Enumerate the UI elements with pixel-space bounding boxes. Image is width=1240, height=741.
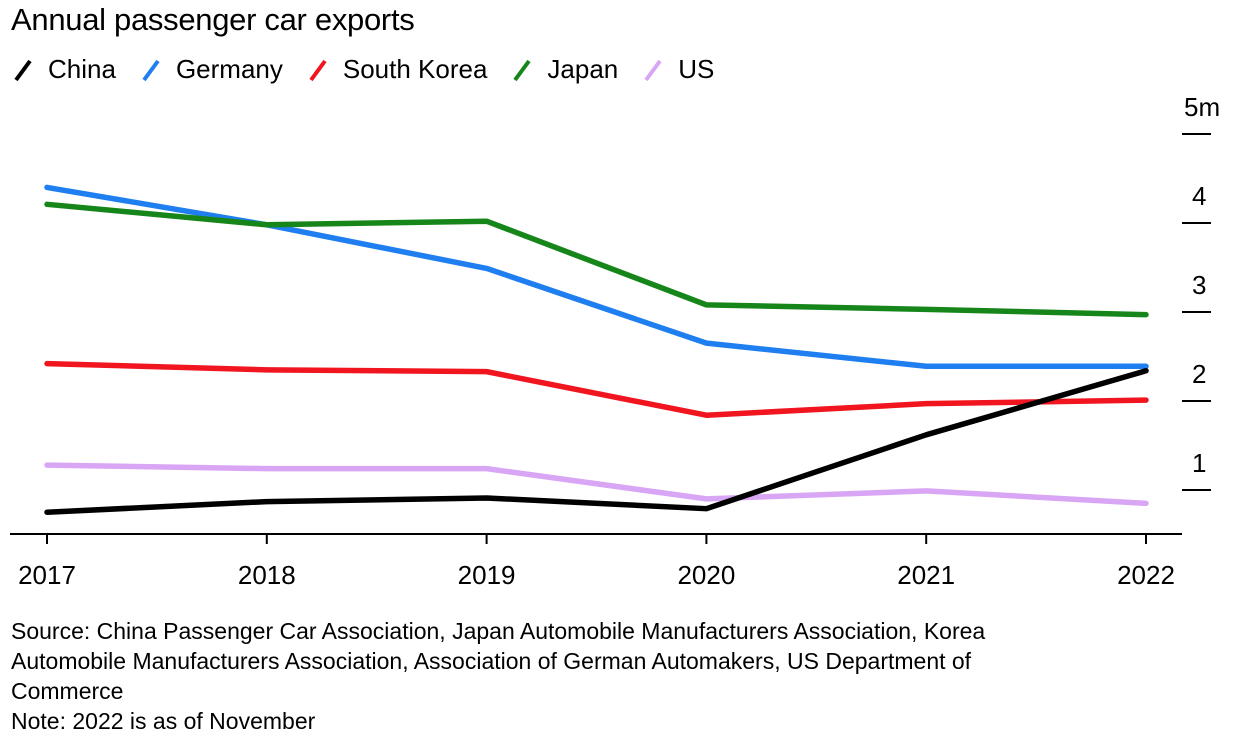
legend-label-us: US bbox=[678, 54, 715, 84]
legend-label-germany: Germany bbox=[175, 54, 283, 84]
source-line-1: Source: China Passenger Car Association,… bbox=[11, 618, 986, 644]
note-line: Note: 2022 is as of November bbox=[11, 708, 316, 734]
chart-title: Annual passenger car exports bbox=[11, 2, 415, 37]
legend-label-japan: Japan bbox=[547, 54, 619, 84]
legend-swatch-japan bbox=[513, 59, 532, 81]
series-line-south-korea bbox=[44, 360, 1149, 418]
x-tick-label-2018: 2018 bbox=[238, 560, 296, 590]
series-line-germany bbox=[44, 184, 1149, 370]
y-tick-label-4: 4 bbox=[1192, 181, 1206, 211]
legend: China Germany South Korea Japan US bbox=[12, 54, 738, 85]
legend-swatch-us bbox=[644, 59, 662, 81]
source-line-3: Commerce bbox=[11, 678, 124, 704]
x-tick-label-2019: 2019 bbox=[458, 560, 516, 590]
legend-item-germany: Germany bbox=[140, 54, 283, 85]
legend-label-china: China bbox=[48, 54, 116, 84]
x-tick-label-2021: 2021 bbox=[897, 560, 955, 590]
legend-swatch-china bbox=[14, 59, 32, 81]
y-tick-label-1: 1 bbox=[1192, 448, 1206, 478]
chart-footer: Source: China Passenger Car Association,… bbox=[11, 616, 1211, 736]
source-line-2: Automobile Manufacturers Association, As… bbox=[11, 648, 972, 674]
y-tick-label-2: 2 bbox=[1192, 359, 1206, 389]
y-tick-label-3: 3 bbox=[1192, 270, 1206, 300]
x-tick-label-2020: 2020 bbox=[677, 560, 735, 590]
line-chart: 2017 2018 2019 2020 2021 2022 1 2 3 4 5m bbox=[10, 92, 1220, 590]
x-tick-label-2017: 2017 bbox=[18, 560, 76, 590]
series-line-japan bbox=[44, 201, 1149, 318]
x-tick-label-2022: 2022 bbox=[1117, 560, 1175, 590]
legend-item-south-korea: South Korea bbox=[307, 54, 488, 85]
series-line-us bbox=[44, 462, 1149, 507]
y-tick-label-5: 5m bbox=[1184, 92, 1220, 122]
legend-swatch-south-korea bbox=[309, 59, 327, 81]
legend-label-south-korea: South Korea bbox=[342, 54, 488, 84]
legend-swatch-germany bbox=[142, 59, 160, 81]
legend-item-china: China bbox=[12, 54, 116, 85]
legend-item-japan: Japan bbox=[511, 54, 618, 85]
legend-item-us: US bbox=[642, 54, 714, 85]
series-line-china bbox=[44, 367, 1149, 515]
